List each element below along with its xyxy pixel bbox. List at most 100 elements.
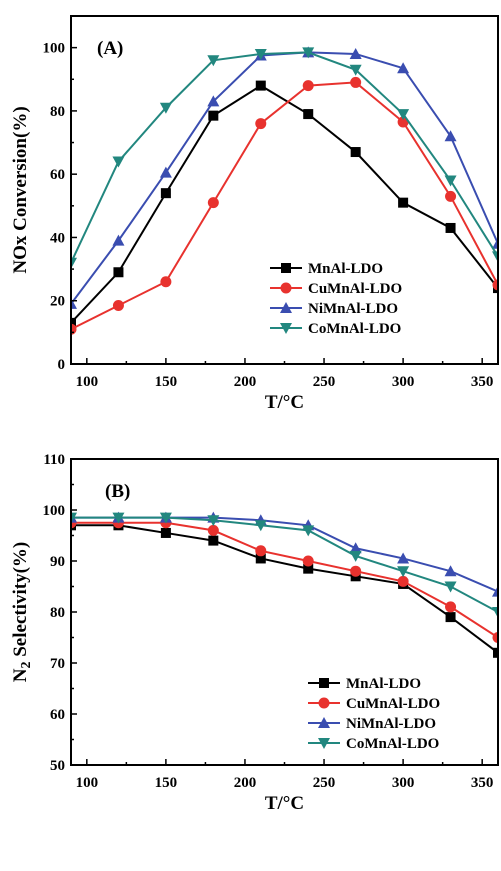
data-point	[207, 95, 220, 107]
data-point	[444, 175, 457, 187]
y-tick-label: 60	[50, 707, 65, 723]
legend-label-3: CoMnAl-LDO	[308, 321, 401, 337]
data-point	[254, 48, 267, 60]
y-tick-label: 110	[43, 452, 65, 468]
y-tick-label: 0	[58, 357, 66, 373]
data-point	[350, 147, 361, 158]
data-point	[349, 64, 362, 76]
legend-label-1: CuMnAl-LDO	[346, 696, 440, 712]
data-point	[397, 566, 410, 578]
data-point	[112, 234, 125, 246]
chart-panel-b: 100 150 200 250 300 350 50 60 70 80 90 100 110 T/°C N2…	[10, 452, 499, 814]
data-point	[445, 612, 456, 623]
data-point	[112, 512, 125, 524]
plot-area	[71, 46, 498, 335]
data-point	[159, 166, 172, 178]
data-point	[445, 190, 457, 202]
legend-marker-2	[318, 717, 330, 728]
data-point	[444, 581, 457, 593]
x-axis-title: T/°C	[265, 392, 304, 413]
x-tick-label: 200	[234, 374, 257, 390]
series-line-1	[71, 81, 498, 331]
data-point	[493, 647, 498, 658]
data-point	[255, 118, 267, 130]
x-tick-label: 100	[76, 775, 99, 791]
data-point	[445, 222, 456, 233]
data-point	[113, 267, 124, 278]
data-point	[350, 76, 362, 88]
y-axis-title: N2 Selectivity(%)	[10, 542, 34, 683]
data-point	[71, 257, 77, 269]
legend-marker-3	[318, 738, 330, 749]
series-line-3	[71, 516, 498, 613]
data-point	[444, 565, 457, 577]
data-point	[207, 515, 220, 527]
x-tick-label: 350	[471, 374, 494, 390]
data-point	[112, 156, 125, 168]
legend-label-2: NiMnAl-LDO	[308, 301, 398, 317]
data-point	[492, 251, 498, 263]
panel-label: (B)	[105, 481, 130, 502]
y-tick-label: 100	[43, 503, 66, 519]
legend-label-3: CoMnAl-LDO	[346, 736, 439, 752]
x-tick-label: 250	[313, 775, 336, 791]
data-point	[397, 109, 410, 121]
y-tick-label: 80	[50, 104, 65, 120]
data-point	[159, 102, 172, 114]
series-line-1	[71, 521, 498, 639]
data-point	[445, 601, 457, 613]
data-point	[159, 512, 172, 524]
data-point	[208, 535, 219, 546]
data-point	[303, 563, 314, 574]
x-tick-label: 100	[76, 374, 99, 390]
legend-marker-1	[318, 697, 330, 709]
legend-marker-0	[281, 263, 291, 273]
y-tick-label: 70	[50, 656, 65, 672]
data-point	[255, 553, 266, 564]
legend-label-2: NiMnAl-LDO	[346, 716, 436, 732]
legend: MnAl-LDO CuMnAl-LDO NiMnAl-LDO CoMnAl-LDO	[270, 261, 402, 337]
y-tick-label: 50	[50, 758, 65, 774]
x-tick-label: 250	[313, 374, 336, 390]
x-tick-label: 350	[471, 775, 494, 791]
x-tick-label: 150	[155, 775, 178, 791]
x-axis-title: T/°C	[265, 793, 304, 814]
legend-marker-3	[280, 323, 292, 334]
legend-marker-0	[319, 678, 329, 688]
data-point	[397, 575, 409, 587]
legend: MnAl-LDO CuMnAl-LDO NiMnAl-LDO CoMnAl-LDO	[308, 676, 440, 752]
chart-panel-a: 100 150 200 250 300 350 0 20 40 60 80 100 T/°C NOx Co…	[10, 15, 499, 413]
data-point	[398, 197, 409, 208]
data-point	[255, 545, 267, 557]
data-point	[303, 109, 314, 120]
data-point	[255, 80, 266, 91]
data-point	[492, 607, 498, 618]
data-point	[492, 279, 498, 291]
data-point	[207, 55, 220, 67]
data-point	[444, 130, 457, 142]
y-tick-label: 20	[50, 294, 65, 310]
legend-marker-2	[280, 302, 292, 313]
data-point	[71, 317, 76, 328]
data-point	[492, 585, 498, 597]
data-point	[160, 276, 172, 288]
legend-label-0: MnAl-LDO	[346, 676, 421, 692]
y-tick-label: 80	[50, 605, 65, 621]
x-tick-label: 200	[234, 775, 257, 791]
series-line-0	[71, 524, 498, 654]
y-tick-label: 60	[50, 167, 65, 183]
y-tick-label: 90	[50, 554, 65, 570]
y-tick-label: 40	[50, 230, 65, 246]
data-point	[492, 237, 498, 249]
data-point	[112, 299, 124, 311]
data-point	[160, 188, 171, 199]
data-point	[302, 525, 315, 537]
legend-label-0: MnAl-LDO	[308, 261, 383, 277]
data-point	[71, 512, 77, 524]
panel-label: (A)	[97, 38, 123, 59]
legend-marker-1	[280, 282, 292, 294]
data-point	[254, 520, 267, 532]
x-tick-label: 300	[392, 775, 415, 791]
data-point	[160, 527, 171, 538]
data-point	[397, 552, 410, 564]
